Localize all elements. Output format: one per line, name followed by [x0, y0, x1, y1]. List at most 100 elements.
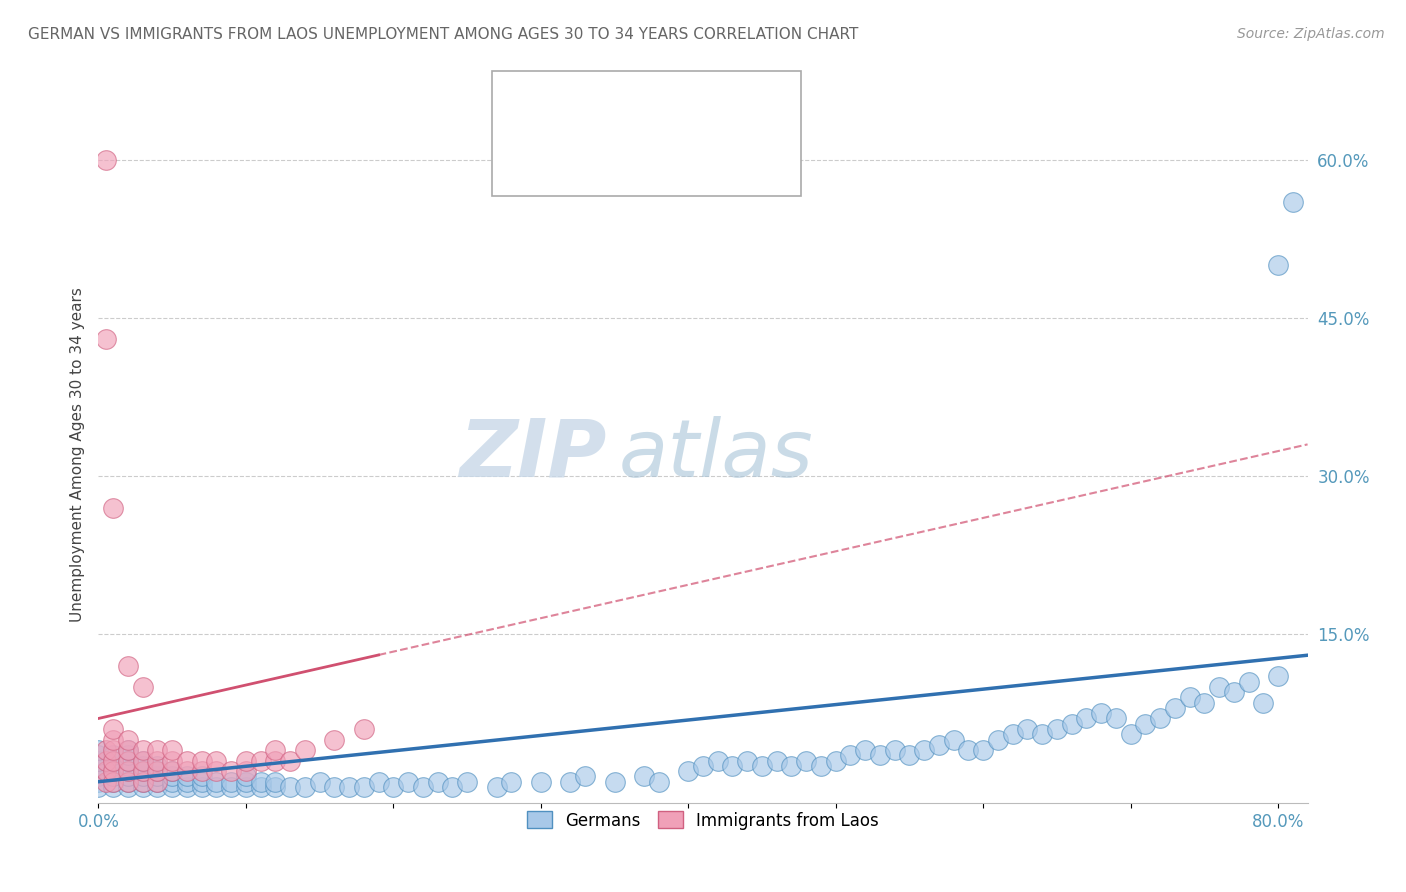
FancyBboxPatch shape — [505, 140, 554, 181]
Point — [853, 743, 876, 757]
Point — [485, 780, 508, 794]
Point — [574, 769, 596, 783]
Point — [117, 748, 139, 763]
Point — [308, 774, 330, 789]
Point — [176, 764, 198, 779]
Point — [205, 774, 228, 789]
Point — [928, 738, 950, 752]
Point — [94, 153, 117, 167]
Point — [101, 774, 124, 789]
Point — [101, 743, 124, 757]
Point — [131, 769, 153, 783]
Point — [264, 754, 287, 768]
Point — [117, 769, 139, 783]
Point — [146, 764, 169, 779]
Point — [264, 780, 287, 794]
Point — [633, 769, 655, 783]
Point — [530, 774, 553, 789]
Point — [235, 780, 257, 794]
Legend: Germans, Immigrants from Laos: Germans, Immigrants from Laos — [520, 805, 886, 836]
Point — [1031, 727, 1053, 741]
Point — [87, 748, 110, 763]
Point — [87, 764, 110, 779]
Point — [160, 780, 183, 794]
Point — [765, 754, 787, 768]
Point — [264, 743, 287, 757]
Point — [131, 743, 153, 757]
Point — [1267, 258, 1289, 272]
Point — [1046, 722, 1069, 736]
Point — [456, 774, 478, 789]
Point — [1076, 711, 1098, 725]
Point — [1001, 727, 1024, 741]
Point — [87, 754, 110, 768]
Point — [323, 732, 346, 747]
Point — [101, 732, 124, 747]
Point — [101, 754, 124, 768]
Point — [219, 780, 242, 794]
Point — [190, 774, 212, 789]
Point — [1267, 669, 1289, 683]
FancyBboxPatch shape — [492, 71, 801, 196]
Point — [1194, 696, 1216, 710]
Text: atlas: atlas — [619, 416, 813, 494]
Point — [190, 769, 212, 783]
Text: R = 0.104: R = 0.104 — [567, 153, 650, 170]
Point — [603, 774, 626, 789]
Point — [101, 769, 124, 783]
Point — [249, 754, 271, 768]
Point — [160, 764, 183, 779]
Point — [146, 759, 169, 773]
Point — [249, 774, 271, 789]
Point — [117, 759, 139, 773]
Point — [1017, 722, 1039, 736]
Point — [337, 780, 360, 794]
Point — [235, 774, 257, 789]
Point — [751, 759, 773, 773]
Point — [412, 780, 434, 794]
Point — [117, 754, 139, 768]
Point — [205, 754, 228, 768]
Point — [1090, 706, 1112, 721]
Text: R = 0.315: R = 0.315 — [567, 97, 650, 115]
Point — [780, 759, 803, 773]
Point — [146, 764, 169, 779]
Point — [382, 780, 405, 794]
Point — [1208, 680, 1230, 694]
Point — [235, 764, 257, 779]
Point — [101, 500, 124, 515]
Point — [176, 769, 198, 783]
Point — [898, 748, 921, 763]
Point — [117, 774, 139, 789]
Point — [824, 754, 846, 768]
Point — [176, 780, 198, 794]
Point — [146, 774, 169, 789]
Point — [101, 764, 124, 779]
Point — [205, 780, 228, 794]
Point — [131, 759, 153, 773]
Text: GERMAN VS IMMIGRANTS FROM LAOS UNEMPLOYMENT AMONG AGES 30 TO 34 YEARS CORRELATIO: GERMAN VS IMMIGRANTS FROM LAOS UNEMPLOYM… — [28, 27, 859, 42]
Point — [87, 759, 110, 773]
Point — [190, 780, 212, 794]
Point — [176, 754, 198, 768]
Point — [1135, 716, 1157, 731]
Point — [883, 743, 905, 757]
Point — [131, 774, 153, 789]
Text: N = 141: N = 141 — [683, 97, 758, 115]
Point — [146, 780, 169, 794]
Point — [721, 759, 744, 773]
Point — [131, 774, 153, 789]
Point — [648, 774, 671, 789]
Point — [94, 743, 117, 757]
Point — [294, 743, 316, 757]
Point — [972, 743, 994, 757]
Point — [353, 780, 375, 794]
Point — [176, 774, 198, 789]
Point — [441, 780, 464, 794]
Point — [1060, 716, 1083, 731]
Text: Source: ZipAtlas.com: Source: ZipAtlas.com — [1237, 27, 1385, 41]
FancyBboxPatch shape — [505, 85, 554, 127]
Point — [131, 764, 153, 779]
Point — [869, 748, 891, 763]
Point — [87, 774, 110, 789]
